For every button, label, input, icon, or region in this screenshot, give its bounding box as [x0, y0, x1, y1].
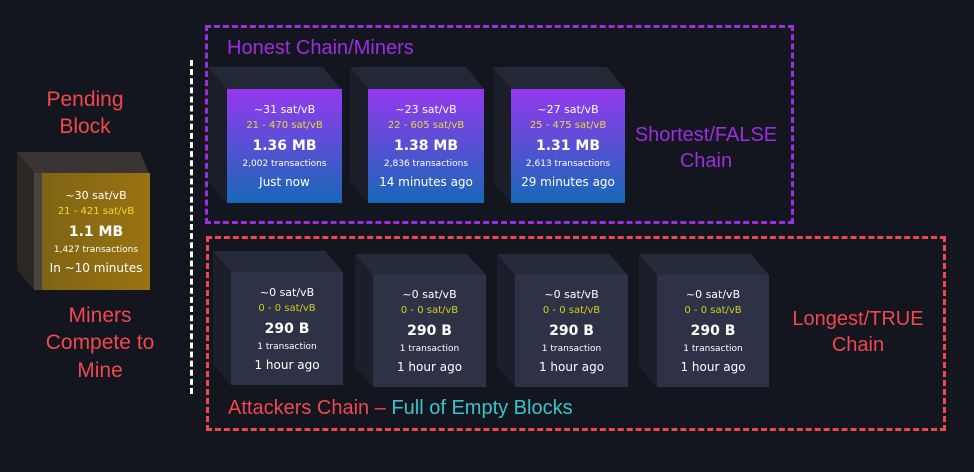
honest-block[interactable]: ~23 sat/vB 22 - 605 sat/vB 1.38 MB 2,836… [350, 67, 485, 204]
tx-count: 2,613 transactions [525, 159, 611, 169]
attackers-chain-title: Attackers Chain – Full of Empty Blocks [228, 395, 573, 421]
cube-sides [497, 254, 628, 387]
attacker-block[interactable]: ~0 sat/vB 0 - 0 sat/vB 290 B 1 transacti… [213, 251, 344, 386]
median-fee: ~30 sat/vB [65, 188, 127, 202]
longest-true-label: Longest/TRUE Chain [778, 306, 938, 358]
block-time: 1 hour ago [538, 360, 605, 374]
block-face: ~0 sat/vB 0 - 0 sat/vB 290 B 1 transacti… [515, 275, 628, 387]
block-time: 1 hour ago [396, 360, 463, 374]
pending-block-title: Pending Block [10, 86, 160, 141]
tx-count: 1 transaction [683, 344, 743, 354]
cube-sides [355, 254, 486, 387]
tx-count: 2,836 transactions [383, 159, 469, 169]
fee-range: 22 - 605 sat/vB [387, 120, 465, 131]
attacker-block[interactable]: ~0 sat/vB 0 - 0 sat/vB 290 B 1 transacti… [355, 254, 487, 388]
block-time: 1 hour ago [254, 357, 320, 372]
fee-range: 21 - 421 sat/vB [57, 205, 135, 217]
block-time: 29 minutes ago [521, 175, 615, 189]
cube-sides [350, 67, 484, 203]
attacker-chain-box [206, 236, 946, 431]
miners-line-1: Miners [68, 304, 132, 327]
block-size: 1.38 MB [393, 138, 459, 154]
block-size: 290 B [407, 323, 452, 339]
block-time: Just now [259, 175, 310, 189]
fee-range: 0 - 0 sat/vB [542, 305, 601, 316]
honest-chain-box [205, 25, 794, 224]
tx-count: 1 transaction [257, 341, 317, 352]
block-size: 290 B [264, 320, 310, 337]
tx-count: 1 transaction [399, 344, 460, 354]
longest-line-2: Chain [831, 334, 885, 356]
block-face: ~0 sat/vB 0 - 0 sat/vB 290 B 1 transacti… [657, 275, 769, 387]
attacker-block[interactable]: ~0 sat/vB 0 - 0 sat/vB 290 B 1 transacti… [639, 254, 770, 388]
tx-count: 2,002 transactions [242, 159, 327, 169]
block-face: ~27 sat/vB 25 - 475 sat/vB 1.31 MB 2,613… [511, 89, 625, 203]
pending-block-face: ~30 sat/vB 21 - 421 sat/vB 1.1 MB 1,427 … [42, 173, 150, 290]
block-face: ~23 sat/vB 22 - 605 sat/vB 1.38 MB 2,836… [368, 89, 484, 203]
pending-block-cube-sides [17, 152, 149, 290]
median-fee: ~27 sat/vB [537, 103, 599, 116]
attackers-title-suffix: Full of Empty Blocks [391, 397, 573, 419]
block-size: 1.31 MB [535, 138, 601, 154]
longest-line-1: Longest/TRUE [792, 308, 924, 330]
pending-title-line-1: Pending [46, 88, 124, 111]
shortest-line-1: Shortest/FALSE [634, 124, 778, 146]
fee-range: 21 - 470 sat/vB [246, 120, 323, 131]
block-time: In ~10 minutes [49, 260, 143, 275]
tx-count: 1,427 transactions [53, 244, 139, 255]
block-time: 14 minutes ago [379, 175, 473, 189]
honest-block[interactable]: ~31 sat/vB 21 - 470 sat/vB 1.36 MB 2,002… [208, 67, 342, 204]
median-fee: ~0 sat/vB [402, 288, 457, 301]
honest-chain-title: Honest Chain/Miners [227, 37, 414, 59]
fee-range: 25 - 475 sat/vB [529, 120, 607, 131]
block-size: 1.36 MB [252, 138, 317, 154]
median-fee: ~0 sat/vB [544, 288, 599, 301]
miners-line-2: Compete to [45, 331, 155, 355]
block-time: 1 hour ago [680, 360, 746, 374]
median-fee: ~31 sat/vB [253, 103, 316, 116]
fee-range: 0 - 0 sat/vB [400, 305, 459, 316]
shortest-line-2: Chain [679, 150, 733, 172]
pending-title-line-2: Block [59, 115, 111, 139]
pending-block[interactable]: ~30 sat/vB 21 - 421 sat/vB 1.1 MB 1,427 … [17, 152, 150, 291]
median-fee: ~0 sat/vB [685, 288, 741, 301]
block-face: ~0 sat/vB 0 - 0 sat/vB 290 B 1 transacti… [231, 272, 343, 385]
block-face: ~31 sat/vB 21 - 470 sat/vB 1.36 MB 2,002… [227, 89, 342, 203]
fee-range: 0 - 0 sat/vB [258, 302, 316, 314]
cube-sides [208, 67, 341, 203]
cube-sides [493, 67, 625, 203]
tx-count: 1 transaction [541, 344, 602, 354]
cube-sides [639, 254, 769, 387]
honest-block[interactable]: ~27 sat/vB 25 - 475 sat/vB 1.31 MB 2,613… [493, 67, 626, 204]
miners-line-3: Mine [77, 358, 123, 382]
separator-dashed-line [190, 60, 193, 394]
cube-sides [213, 251, 343, 385]
shortest-false-label: Shortest/FALSE Chain [626, 122, 786, 174]
attackers-title-prefix: Attackers Chain – [228, 397, 392, 419]
block-size: 1.1 MB [68, 223, 124, 240]
median-fee: ~23 sat/vB [395, 103, 457, 116]
miners-compete-label: Miners Compete to Mine [10, 302, 190, 384]
block-face: ~0 sat/vB 0 - 0 sat/vB 290 B 1 transacti… [373, 275, 486, 387]
fee-range: 0 - 0 sat/vB [684, 305, 742, 316]
attacker-block[interactable]: ~0 sat/vB 0 - 0 sat/vB 290 B 1 transacti… [497, 254, 629, 388]
block-size: 290 B [549, 323, 594, 339]
block-size: 290 B [690, 323, 736, 339]
median-fee: ~0 sat/vB [259, 285, 315, 299]
